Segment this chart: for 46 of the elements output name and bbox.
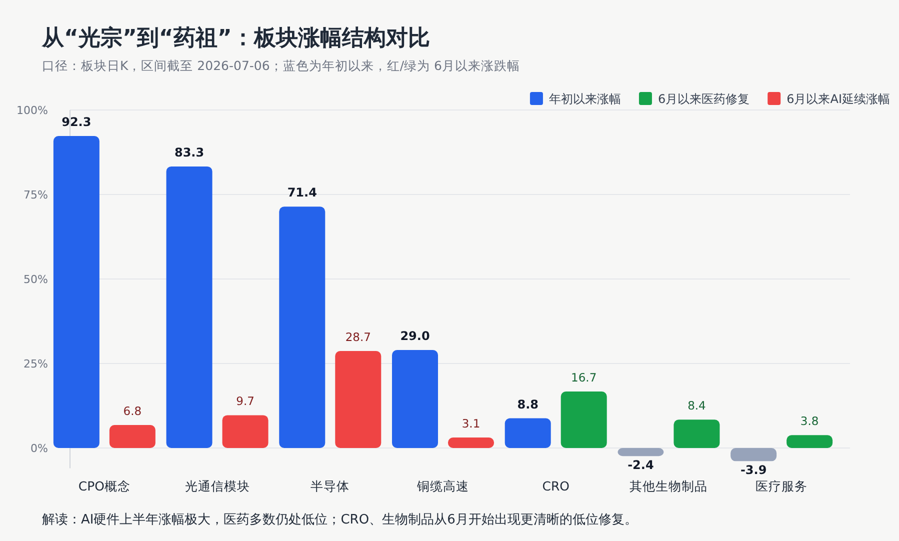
bar [448, 438, 494, 448]
bar [560, 392, 607, 448]
x-tick-label: CPO概念 [78, 478, 130, 494]
data-label: -3.9 [740, 463, 767, 478]
x-tick-label: 其他生物制品 [630, 478, 708, 494]
data-label: 9.7 [236, 394, 254, 408]
data-label: 3.1 [462, 416, 480, 431]
bar [279, 206, 326, 448]
chart-title: 从“光宗”到“药祖”：板块涨幅结构对比 [41, 25, 430, 51]
bar [674, 420, 720, 448]
bar [786, 435, 833, 448]
bar [335, 350, 382, 448]
x-tick-label: 光通信模块 [184, 478, 250, 494]
data-label: 28.7 [345, 330, 371, 344]
data-label: 29.0 [400, 328, 430, 343]
text: 解读：AI硬件上半年涨幅极大，医药多数仍处低位；CRO、生物制品从6月开始出现更清晰的低位修复。 [42, 512, 638, 528]
data-label: 6.8 [123, 404, 142, 418]
y-tick-label: 0% [30, 442, 48, 455]
legend-label: 6月以来医药修复 [658, 92, 750, 106]
data-label: -2.4 [628, 458, 654, 472]
legend-label: 6月以来AI延续涨幅 [786, 92, 890, 106]
data-label: 16.7 [571, 370, 597, 385]
data-label: 83.3 [174, 145, 204, 160]
chart-subtitle: 口径：板块日K，区间截至 2026-07-06；蓝色为年初以来，红/绿为 6月以来涨跌幅 [42, 58, 520, 73]
bar [504, 418, 551, 448]
y-tick-label: 75% [24, 188, 48, 202]
y-tick-label: 100% [16, 104, 48, 117]
bar [730, 448, 777, 462]
x-tick-label: CRO [542, 478, 570, 494]
data-label: 8.8 [517, 397, 538, 412]
y-tick-label: 25% [24, 358, 48, 370]
bar [166, 166, 212, 448]
legend-label: 年初以来涨幅 [548, 92, 621, 106]
data-label: 3.8 [800, 414, 819, 428]
bar [109, 425, 156, 448]
x-tick-label: 半导体 [310, 478, 350, 494]
x-tick-label: 铜缆高速 [416, 478, 469, 494]
bar [222, 415, 268, 448]
x-tick-label: 医疗服务 [756, 478, 808, 494]
data-label: 92.3 [62, 115, 92, 130]
bar [392, 350, 438, 448]
y-tick-label: 50% [24, 273, 48, 286]
bar [53, 136, 100, 448]
data-label: 71.4 [287, 186, 317, 200]
data-label: 8.4 [688, 398, 706, 413]
bar [618, 448, 664, 456]
